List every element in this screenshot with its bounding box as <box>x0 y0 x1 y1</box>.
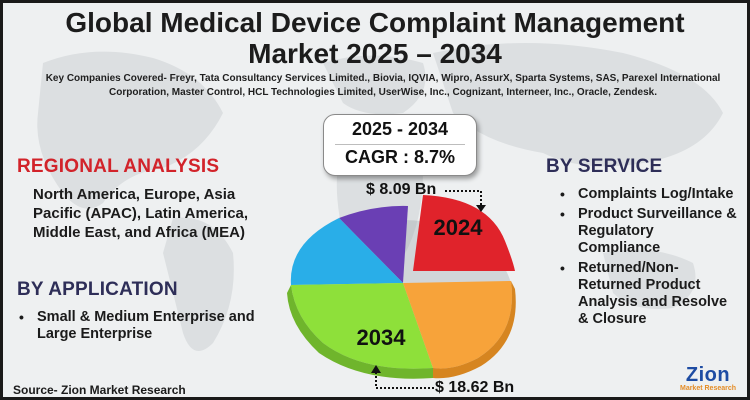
pie-graphic: 2024 2034 <box>287 195 516 379</box>
pie-slice-orange <box>403 281 513 369</box>
regional-analysis-heading: REGIONAL ANALYSIS <box>17 156 220 177</box>
cagr-period: 2025 - 2034 <box>351 119 449 139</box>
cagr-box: 2025 - 2034 CAGR : 8.7% <box>323 114 477 176</box>
pie-slice-red <box>413 195 515 271</box>
by-application-heading: BY APPLICATION <box>17 279 178 300</box>
pie-rim-green <box>287 285 433 379</box>
key-companies-text: Key Companies Covered- Freyr, Tata Consu… <box>45 73 721 98</box>
pie-rim-orange <box>433 281 516 379</box>
arrow-2034 <box>371 365 434 389</box>
pie-label-2034: 2034 <box>357 325 407 350</box>
value-2034: $ 18.62 Bn <box>435 379 515 396</box>
list-item: • Product Surveillance & Regulatory Compl… <box>560 206 737 256</box>
service-list: • Complaints Log/Intake • Product Surveill… <box>558 186 738 331</box>
regional-analysis-text: North America, Europe, Asia Pacific (APA… <box>33 186 249 241</box>
zion-logo: Zion Market Research <box>675 365 741 395</box>
application-list: • Small & Medium Enterprise and Large Ent… <box>17 309 267 346</box>
bullet-icon: • <box>560 206 565 222</box>
source-text: Source- Zion Market Research <box>13 383 186 397</box>
logo-sub-text: Market Research <box>679 385 737 392</box>
bullet-icon: • <box>560 260 565 276</box>
cagr-value: CAGR : 8.7% <box>335 144 465 169</box>
pie-slice-green <box>291 283 433 369</box>
bullet-icon: • <box>19 309 24 325</box>
title-line-2: Market 2025 – 2034 <box>248 38 502 69</box>
list-item: • Returned/Non-Returned Product Analysis … <box>560 260 728 327</box>
logo-main-text: Zion <box>685 364 731 386</box>
pie-slice-purple <box>339 205 408 283</box>
arrow-2024 <box>445 190 486 212</box>
bullet-icon: • <box>560 186 565 202</box>
pie-slice-blue <box>290 218 403 285</box>
title-line-1: Global Medical Device Complaint Manageme… <box>65 7 685 38</box>
value-2024: $ 8.09 Bn <box>366 181 437 198</box>
list-item: • Complaints Log/Intake <box>560 186 734 202</box>
by-service-heading: BY SERVICE <box>546 156 663 177</box>
list-item: • Small & Medium Enterprise and Large Ent… <box>19 309 255 342</box>
page-title: Global Medical Device Complaint Manageme… <box>3 7 747 69</box>
pie-label-2024: 2024 <box>434 215 484 240</box>
